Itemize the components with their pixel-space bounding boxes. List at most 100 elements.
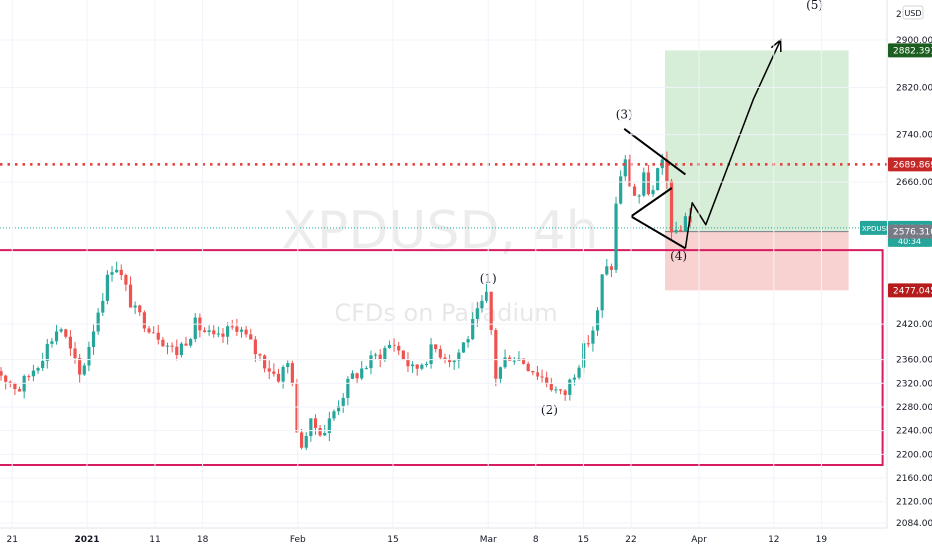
candle-body bbox=[216, 333, 220, 335]
candle-body bbox=[438, 349, 442, 358]
candle-body bbox=[508, 357, 512, 361]
candle-body bbox=[605, 266, 609, 275]
candle-body bbox=[586, 343, 590, 345]
candle-body bbox=[207, 330, 211, 333]
candle-body bbox=[249, 334, 253, 340]
candle-body bbox=[272, 371, 276, 374]
candle-body bbox=[392, 344, 396, 346]
price-tags: 2882.3912689.8692582.50040:34XPDUSD2576.… bbox=[860, 43, 932, 298]
candle-body bbox=[318, 427, 322, 436]
price-tick-label: 2420.000 bbox=[896, 320, 932, 330]
price-tag bbox=[888, 157, 932, 172]
time-tick-label: 8 bbox=[533, 535, 539, 545]
candle-body bbox=[632, 186, 637, 196]
time-tick-label: Apr bbox=[691, 535, 707, 545]
candle-body bbox=[447, 358, 452, 363]
triangle-inner-line[interactable] bbox=[630, 187, 673, 218]
candle-body bbox=[545, 377, 549, 384]
stop-zone[interactable] bbox=[665, 231, 849, 291]
target-zone[interactable] bbox=[665, 50, 849, 232]
candle-body bbox=[424, 363, 429, 365]
candle-body bbox=[161, 339, 165, 347]
price-tick-label: 2200.000 bbox=[896, 450, 932, 460]
long-position-tool[interactable] bbox=[665, 50, 849, 291]
candle-body bbox=[267, 368, 271, 372]
wave-label: (3) bbox=[616, 108, 633, 122]
candle-body bbox=[628, 159, 632, 187]
candle-body bbox=[235, 326, 239, 332]
candle-body bbox=[110, 272, 114, 275]
price-tick-label: 2160.000 bbox=[896, 474, 932, 484]
projection-arrow[interactable] bbox=[684, 39, 782, 249]
candle-body bbox=[554, 389, 558, 391]
wave-label: (2) bbox=[541, 403, 558, 417]
candle-body bbox=[4, 375, 8, 382]
time-tick-label: 15 bbox=[387, 535, 398, 545]
currency-badge[interactable] bbox=[902, 5, 924, 20]
symbol-tag-label: XPDUSD bbox=[862, 225, 891, 233]
candle-body bbox=[68, 336, 73, 349]
candle-body bbox=[304, 436, 308, 448]
candle-body bbox=[41, 361, 45, 368]
time-tick-label: 15 bbox=[578, 535, 589, 545]
candle-body bbox=[679, 229, 683, 232]
watermark-description: CFDs on Palladium bbox=[334, 299, 557, 327]
candle-body bbox=[202, 330, 207, 333]
candle-body bbox=[184, 343, 188, 346]
candle-body bbox=[253, 339, 257, 355]
candle-body bbox=[434, 344, 438, 350]
time-tick-label: 18 bbox=[197, 535, 209, 545]
price-tick-label: 2740.000 bbox=[896, 131, 932, 141]
time-tick-label: 19 bbox=[816, 535, 828, 545]
time-tick-label: 12 bbox=[768, 535, 779, 545]
candle-body bbox=[295, 383, 299, 433]
level-lines bbox=[0, 163, 887, 229]
candle-body bbox=[156, 332, 160, 340]
time-tick-label: Feb bbox=[290, 535, 306, 545]
price-tag bbox=[888, 224, 932, 239]
support-range-rectangle[interactable] bbox=[0, 249, 884, 466]
candle-body bbox=[531, 371, 535, 373]
triangle-lower-line[interactable] bbox=[630, 215, 686, 250]
time-axis[interactable]: 21 2021 11 18 Feb 15 Mar 8 15 22 Apr 12 19 bbox=[0, 0, 887, 545]
candle-body bbox=[512, 360, 516, 362]
candle-body bbox=[360, 368, 364, 379]
candle-body bbox=[443, 357, 447, 359]
candle-body bbox=[258, 354, 262, 356]
price-tag bbox=[888, 43, 932, 58]
triangle-upper-line[interactable] bbox=[623, 127, 686, 176]
price-tick-label: 2320.000 bbox=[896, 379, 932, 389]
price-tick-label: 2240.000 bbox=[896, 427, 932, 437]
candle-body bbox=[471, 318, 475, 340]
candle-body bbox=[669, 180, 674, 233]
candle-body bbox=[480, 300, 484, 309]
time-tick-label: 2021 bbox=[74, 535, 99, 545]
candle-body bbox=[226, 326, 230, 337]
candle-body bbox=[489, 291, 493, 330]
price-tag-label: 2882.391 bbox=[893, 46, 932, 56]
candle-body bbox=[540, 376, 544, 378]
candle-body bbox=[563, 390, 567, 395]
candle-body bbox=[549, 383, 553, 390]
candle-body bbox=[239, 329, 244, 332]
price-tick-label: 2820.000 bbox=[896, 83, 932, 93]
candle-body bbox=[119, 269, 123, 276]
candle-body bbox=[406, 359, 410, 367]
candle-body bbox=[276, 373, 281, 382]
candle-body bbox=[568, 379, 572, 395]
candle-body bbox=[452, 360, 456, 363]
price-tag-label: 2689.869 bbox=[893, 160, 932, 170]
candle-body bbox=[637, 195, 641, 197]
candle-body bbox=[526, 363, 530, 372]
candle-body bbox=[212, 330, 216, 335]
candle-body bbox=[73, 348, 77, 359]
candle-body bbox=[133, 305, 137, 308]
candle-body bbox=[82, 365, 86, 375]
range-box[interactable] bbox=[0, 249, 884, 466]
candle-body bbox=[13, 383, 17, 390]
price-tag bbox=[888, 283, 932, 298]
symbol-tag bbox=[860, 220, 887, 235]
price-axis[interactable]: 2 0 USD 2900.0002820.0002740.0002660.000… bbox=[0, 0, 932, 529]
candle-body bbox=[87, 346, 91, 366]
